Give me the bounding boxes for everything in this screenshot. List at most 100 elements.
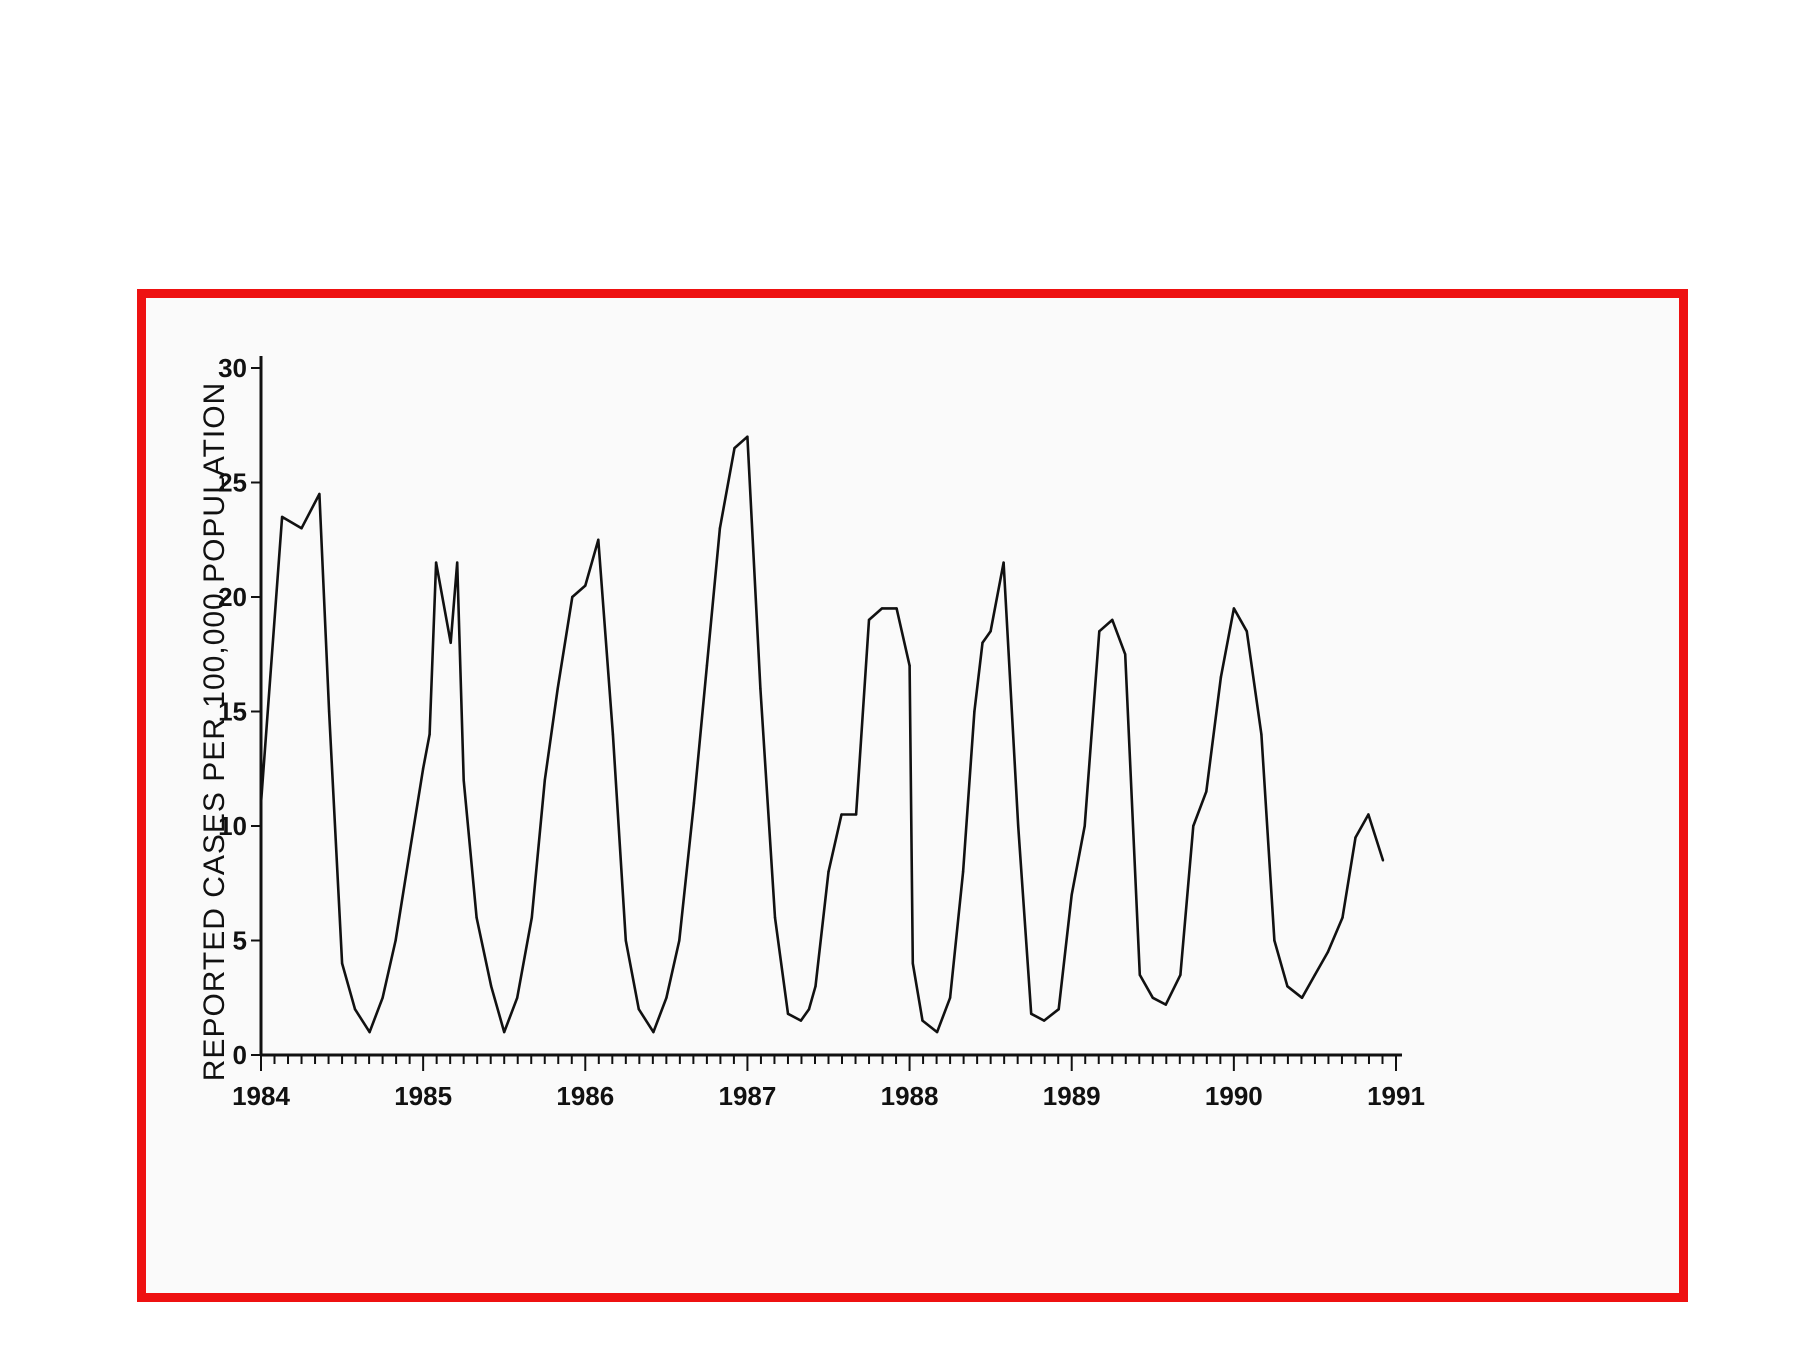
data-point: [516, 996, 519, 999]
data-point: [353, 1008, 357, 1011]
data-point: [318, 492, 321, 496]
data-point: [1070, 893, 1073, 896]
x-tick-label: 1986: [556, 1081, 614, 1111]
data-point: [1151, 996, 1154, 999]
data-point: [1057, 1008, 1060, 1011]
data-point: [428, 733, 431, 736]
data-point: [456, 561, 459, 564]
data-point: [624, 939, 627, 942]
data-point: [733, 446, 736, 450]
data-point: [799, 1019, 803, 1022]
data-point: [1219, 675, 1223, 679]
series-group: [259, 435, 1385, 1034]
data-point: [259, 801, 263, 805]
data-point: [1138, 973, 1141, 977]
data-point: [556, 687, 559, 690]
data-point: [880, 607, 884, 610]
data-point: [1381, 859, 1385, 862]
data-point: [705, 664, 709, 667]
data-point: [1300, 996, 1304, 999]
data-point: [807, 1008, 811, 1011]
chart-axes: [259, 356, 1402, 1057]
data-point: [340, 962, 344, 965]
data-point: [490, 985, 493, 988]
data-point: [1313, 973, 1317, 977]
x-tick-label: 1987: [719, 1081, 777, 1111]
data-point: [935, 1030, 939, 1034]
y-tick-label: 5: [233, 926, 247, 956]
data-point: [1017, 824, 1020, 828]
data-point: [1245, 630, 1249, 633]
data-point: [1002, 561, 1005, 564]
data-point: [1179, 973, 1182, 977]
x-axis-ticks: 1984 1985 1986 1987 1988 1989 1990 1991: [232, 1055, 1425, 1111]
y-axis-ticks: 0 5 10 15 20 25 30: [218, 353, 261, 1070]
data-point: [1124, 653, 1127, 656]
data-point: [840, 813, 843, 816]
data-point: [921, 1019, 924, 1022]
data-point: [814, 985, 817, 988]
data-point: [692, 801, 696, 805]
data-point: [981, 641, 984, 644]
data-point: [665, 996, 668, 999]
data-point: [1341, 916, 1344, 919]
data-point: [786, 1012, 790, 1015]
data-point: [300, 527, 303, 530]
data-point: [503, 1030, 506, 1034]
data-point: [827, 870, 830, 873]
y-tick-label: 0: [233, 1040, 247, 1070]
x-tick-label: 1991: [1367, 1081, 1425, 1111]
data-point: [908, 664, 911, 667]
series-line: [259, 435, 1385, 1034]
data-point: [854, 813, 858, 816]
y-axis-label: REPORTED CASES PER 100,000 POPULATION: [198, 382, 231, 1081]
x-tick-label: 1988: [881, 1081, 939, 1111]
figure-frame: 0 5 10 15 20 25 30 1984 1985 1986 1987 1988 1989 199…: [137, 289, 1688, 1302]
data-point: [973, 710, 976, 713]
data-point: [1042, 1019, 1046, 1022]
data-point: [867, 618, 871, 622]
data-point: [421, 767, 425, 770]
data-point: [475, 916, 478, 919]
data-point: [543, 779, 546, 782]
data-point: [1232, 607, 1236, 610]
data-point: [597, 538, 600, 541]
x-tick-label: 1985: [394, 1081, 452, 1111]
data-point: [1367, 813, 1370, 816]
data-point: [584, 584, 587, 587]
data-point: [895, 607, 898, 610]
data-point: [409, 847, 412, 851]
data-point: [368, 1030, 371, 1034]
data-point: [652, 1030, 655, 1034]
data-point: [280, 515, 284, 519]
y-tick-label: 10: [218, 811, 247, 841]
data-point: [571, 595, 574, 599]
data-point: [678, 939, 681, 942]
data-point: [1083, 824, 1086, 828]
y-tick-label: 25: [218, 468, 247, 498]
data-point: [1164, 1003, 1167, 1006]
x-tick-label: 1984: [232, 1081, 290, 1111]
data-point: [434, 561, 438, 564]
data-point: [773, 916, 777, 919]
data-point: [1260, 733, 1263, 736]
data-point: [1326, 950, 1330, 954]
data-point: [394, 939, 397, 942]
y-tick-label: 15: [218, 697, 247, 727]
data-point: [1030, 1012, 1033, 1015]
data-point: [462, 779, 465, 782]
data-point: [911, 962, 914, 965]
data-point: [759, 687, 762, 690]
data-point: [1111, 618, 1114, 622]
data-point: [611, 733, 615, 736]
data-point: [530, 916, 533, 919]
data-point: [1098, 630, 1101, 633]
line-chart: 0 5 10 15 20 25 30 1984 1985 1986 1987 1988 1989 199…: [198, 353, 1425, 1111]
data-point: [746, 435, 749, 438]
x-tick-label: 1990: [1205, 1081, 1263, 1111]
data-point: [1286, 985, 1289, 988]
data-point: [1205, 790, 1208, 793]
data-point: [327, 710, 331, 713]
x-tick-label: 1989: [1043, 1081, 1101, 1111]
data-point: [381, 996, 384, 999]
